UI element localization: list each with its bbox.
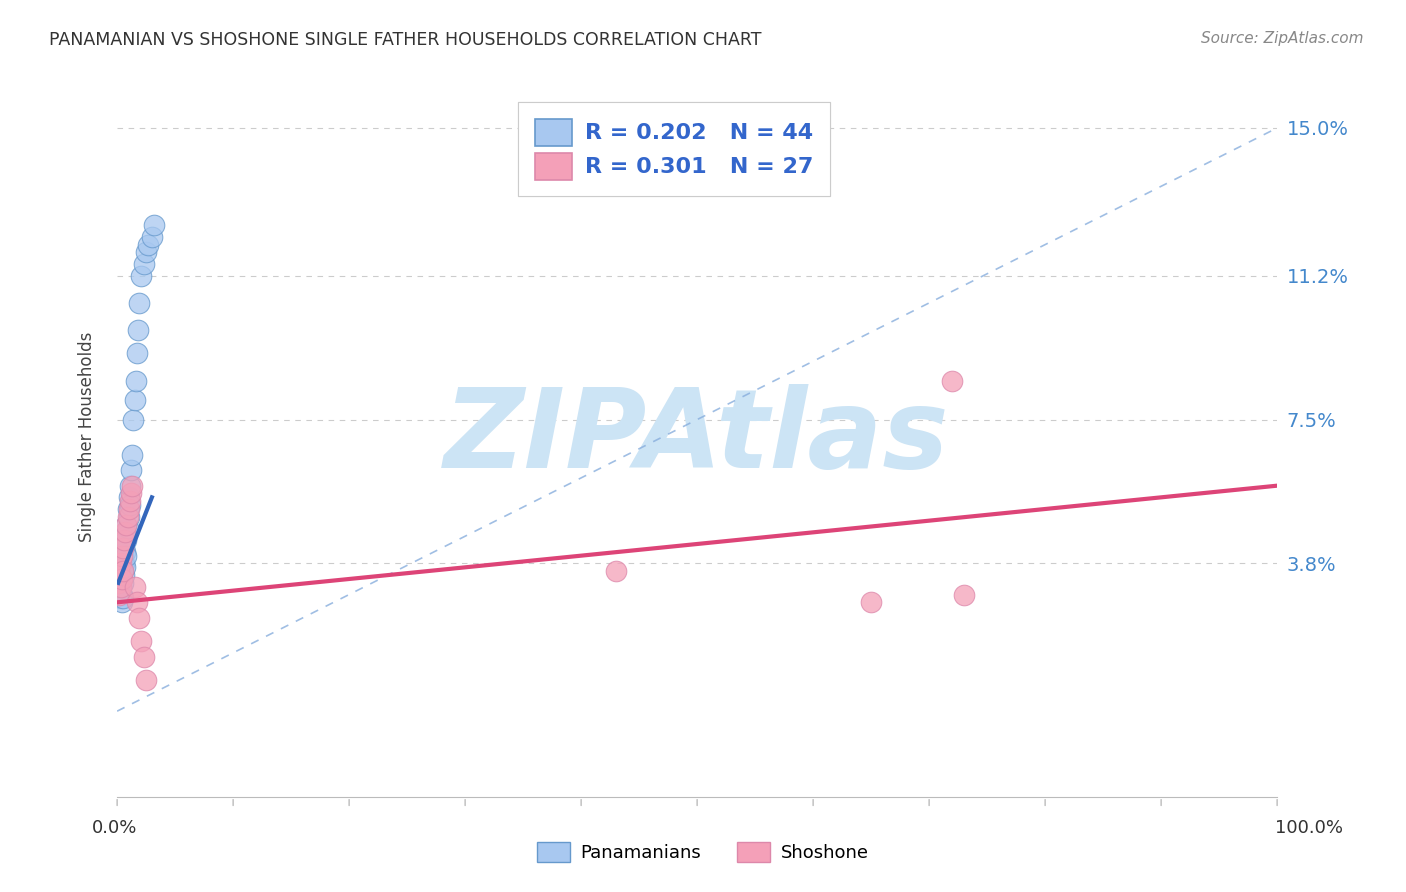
Point [124,393,146,408]
Point [117,521,139,535]
Point [118,502,141,516]
Point [108,575,131,590]
Point [132,649,155,664]
Point [111,572,134,586]
Point [118,491,141,505]
Point [114,545,136,559]
Point [143,218,166,232]
Point [118,494,141,508]
Point [953,588,976,602]
Point [114,525,136,540]
Point [860,595,883,609]
Point [131,634,153,648]
Point [108,572,131,586]
Point [110,591,132,606]
Point [114,560,136,574]
Point [128,611,150,625]
Point [115,517,138,532]
Text: PANAMANIAN VS SHOSHONE SINGLE FATHER HOUSEHOLDS CORRELATION CHART: PANAMANIAN VS SHOSHONE SINGLE FATHER HOU… [49,31,762,49]
Point [115,517,138,532]
Point [112,533,135,548]
Point [112,568,135,582]
Point [120,486,142,500]
Point [114,529,136,543]
Point [110,580,132,594]
Point [125,595,148,609]
Text: 0.0%: 0.0% [91,819,136,837]
Point [112,557,135,571]
Point [111,575,134,590]
Point [108,588,131,602]
Legend: Panamanians, Shoshone: Panamanians, Shoshone [530,835,876,870]
Point [125,346,148,360]
Point [132,257,155,271]
Point [120,463,142,477]
Text: ZIPAtlas: ZIPAtlas [444,384,950,491]
Point [135,673,157,687]
Point [117,509,139,524]
Point [107,575,129,590]
Point [118,498,141,512]
Point [121,478,143,492]
Point [128,296,150,310]
Point [111,541,134,555]
Point [111,572,134,586]
Point [124,374,146,388]
Point [138,237,160,252]
Point [115,549,138,563]
Point [111,588,134,602]
Point [112,541,135,555]
Point [111,595,134,609]
Point [111,549,134,563]
Point [118,509,141,524]
Point [941,374,963,388]
Point [108,564,131,578]
Point [110,580,132,594]
Text: 100.0%: 100.0% [1275,819,1343,837]
Point [121,448,143,462]
Point [135,245,157,260]
Point [115,533,138,548]
Point [108,583,131,598]
Text: Source: ZipAtlas.com: Source: ZipAtlas.com [1201,31,1364,46]
Point [111,591,134,606]
Point [141,230,163,244]
Point [110,564,132,578]
Legend: R = 0.202   N = 44, R = 0.301   N = 27: R = 0.202 N = 44, R = 0.301 N = 27 [517,103,830,196]
Point [117,502,139,516]
Point [605,564,627,578]
Point [122,412,145,426]
Point [110,557,132,571]
Point [111,557,134,571]
Point [131,268,153,283]
Point [127,323,149,337]
Point [110,568,132,582]
Point [118,478,141,492]
Point [124,580,146,594]
Point [111,564,134,578]
Y-axis label: Single Father Households: Single Father Households [79,332,96,542]
Point [111,560,134,574]
Point [111,549,134,563]
